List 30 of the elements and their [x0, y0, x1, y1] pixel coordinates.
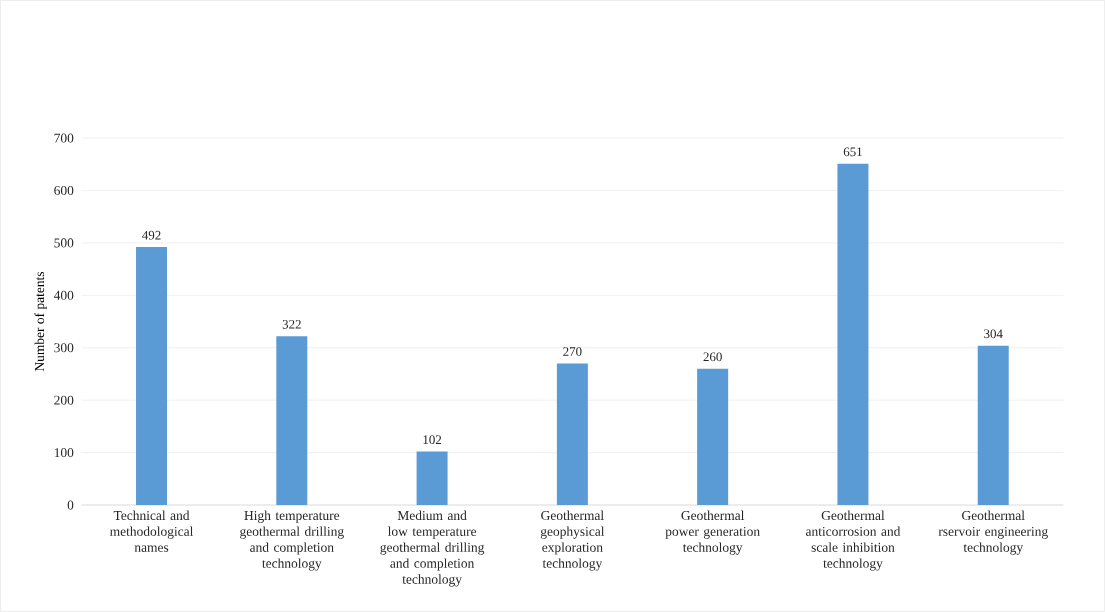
bar: [837, 163, 869, 506]
x-tick-label: Medium and low temperature geothermal drilling and completion technology: [380, 510, 485, 587]
y-tick-label: 200: [54, 395, 74, 405]
data-label: 651: [843, 147, 862, 157]
y-tick-label: 600: [54, 185, 74, 195]
y-tick-label: 400: [53, 290, 74, 300]
data-label: 304: [984, 329, 1003, 339]
bar: [556, 363, 588, 506]
x-tick-label: Geothermal rservoir engineering technology: [938, 510, 1048, 555]
bar: [977, 345, 1009, 506]
bar: [276, 336, 308, 506]
x-tick-label: Geothermal anticorrosion and scale inhibition technology: [805, 510, 901, 571]
y-tick-label: 0: [67, 500, 74, 510]
bar: [697, 368, 729, 506]
data-label: 260: [703, 352, 722, 362]
data-label: 492: [142, 230, 161, 240]
y-axis-title: Number of patents: [34, 271, 47, 372]
x-tick-label: Geothermal power generation technology: [665, 510, 760, 555]
y-tick-label: 500: [54, 238, 74, 248]
bar: [416, 451, 448, 506]
x-tick-label: High temperature geothermal drilling and completion technology: [240, 510, 344, 571]
x-tick-label: Geothermal geophysical exploration technology: [540, 510, 605, 571]
data-label: 270: [563, 347, 582, 356]
bar: [136, 247, 168, 506]
y-tick-label: 300: [54, 343, 74, 353]
data-label: 322: [282, 319, 301, 329]
y-tick-label: 700: [54, 133, 74, 143]
y-tick-label: 100: [54, 448, 74, 458]
data-label: 102: [423, 435, 442, 445]
x-tick-label: Technical and methodological names: [109, 510, 194, 552]
